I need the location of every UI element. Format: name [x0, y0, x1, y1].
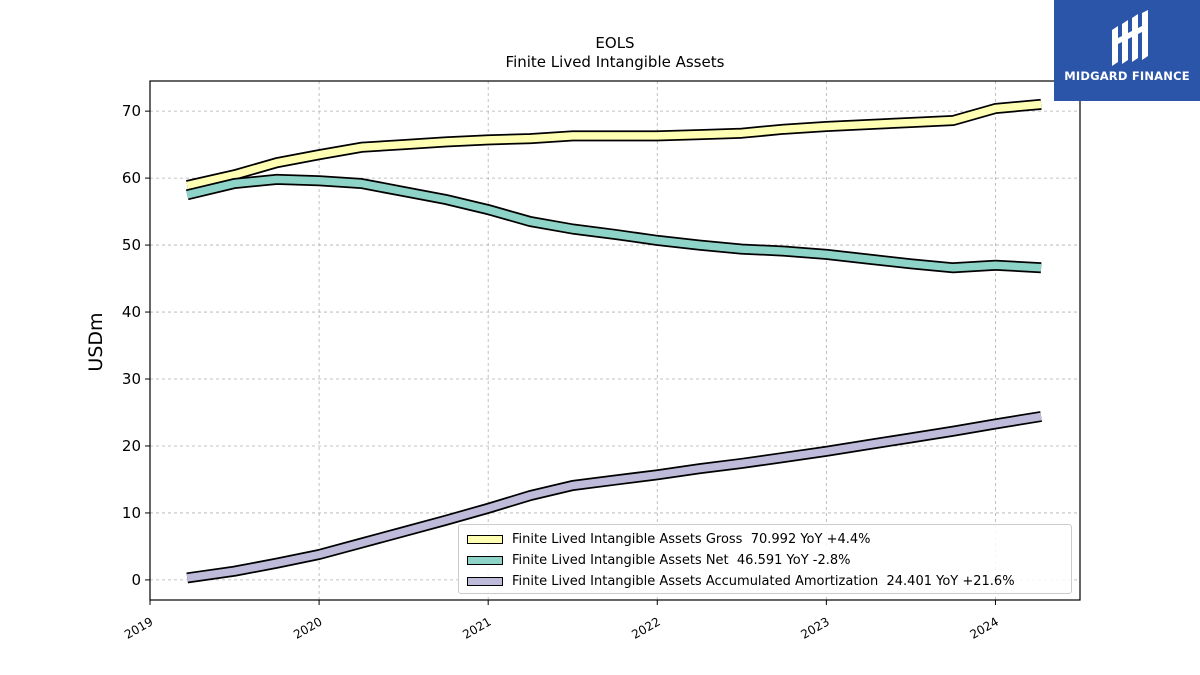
y-tick-label: 60 — [122, 169, 141, 187]
chart-subtitle: Finite Lived Intangible Assets — [506, 53, 725, 71]
legend-swatch-net — [467, 556, 503, 565]
chart-title: EOLS — [595, 34, 634, 52]
series-line-0 — [186, 100, 1042, 190]
series-lines — [185, 98, 1042, 584]
x-tick-label: 2019 — [122, 614, 155, 641]
chart-legend: Finite Lived Intangible Assets Gross 70.… — [458, 524, 1072, 594]
legend-item-amortization: Finite Lived Intangible Assets Accumulat… — [467, 571, 1071, 592]
y-axis-label: USDm — [85, 312, 107, 371]
brand-logo: MIDGARD FINANCE — [1054, 0, 1200, 101]
y-tick-label: 20 — [122, 437, 141, 455]
brand-name: MIDGARD FINANCE — [1064, 69, 1190, 83]
midgard-m-icon — [1112, 10, 1148, 66]
x-tick-label: 2024 — [968, 614, 1001, 641]
legend-swatch-gross — [467, 535, 503, 544]
y-tick-label: 0 — [131, 571, 141, 589]
legend-label-amortization: Finite Lived Intangible Assets Accumulat… — [512, 574, 1015, 589]
y-tick-label: 70 — [122, 102, 141, 120]
x-tick-label: 2021 — [460, 614, 493, 641]
x-tick-label: 2022 — [629, 614, 662, 641]
legend-label-net: Finite Lived Intangible Assets Net 46.59… — [512, 553, 851, 568]
legend-item-net: Finite Lived Intangible Assets Net 46.59… — [467, 550, 1071, 571]
x-tick-label: 2023 — [798, 614, 831, 641]
series-line-2 — [186, 412, 1042, 582]
x-tick-label: 2020 — [291, 614, 324, 641]
legend-item-gross: Finite Lived Intangible Assets Gross 70.… — [467, 529, 1071, 550]
series-outline-0 — [185, 98, 1042, 191]
legend-swatch-amortization — [467, 577, 503, 586]
plot-frame — [149, 80, 1081, 601]
legend-label-gross: Finite Lived Intangible Assets Gross 70.… — [512, 532, 871, 547]
y-tick-label: 40 — [122, 303, 141, 321]
y-tick-label: 10 — [122, 504, 141, 522]
series-line-1 — [186, 175, 1042, 272]
y-tick-label: 50 — [122, 236, 141, 254]
series-outline-1 — [185, 173, 1042, 274]
y-tick-label: 30 — [122, 370, 141, 388]
